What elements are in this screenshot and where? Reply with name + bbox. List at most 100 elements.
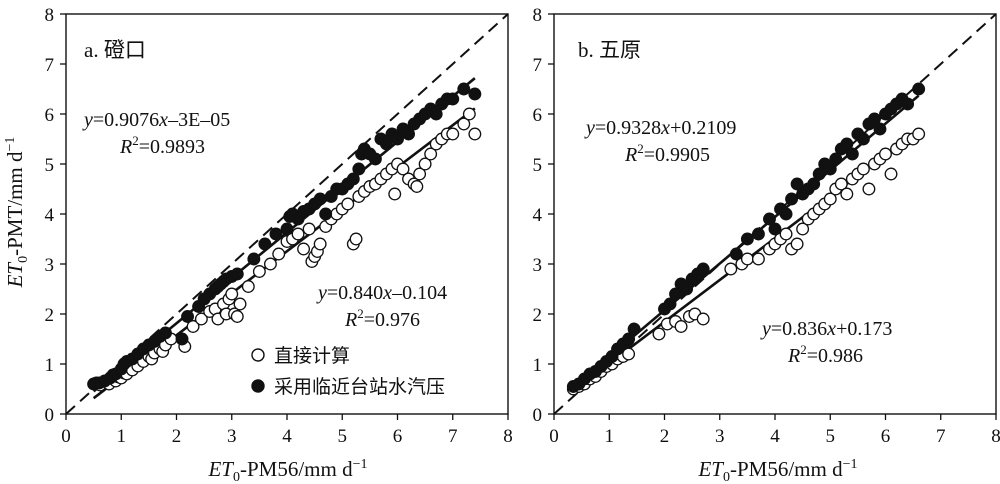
panel-b-points bbox=[566, 82, 926, 396]
panel-a-point-open-circle bbox=[410, 180, 424, 193]
legend-label-filled: 采用临近台站水汽压 bbox=[274, 376, 445, 398]
panel-b-frame bbox=[553, 13, 997, 415]
panel-a-point-filled-circle bbox=[313, 192, 327, 206]
panel-a-point-open-circle bbox=[230, 310, 244, 323]
panel-a-r2-open: R2=0.976 bbox=[344, 306, 420, 331]
panel-b-xtick-label-5: 5 bbox=[826, 426, 836, 447]
panel-a-xtick-label-5: 5 bbox=[338, 426, 348, 447]
panel-a: 0 1 2 3 4 5 6 7 8 0 1 2 3 4 5 6 7 8 a. 磴口 y=0.9076x–3E–05… bbox=[3, 5, 513, 484]
panel-b-point-filled-circle bbox=[622, 332, 636, 346]
panel-a-ytick-label-8: 8 bbox=[45, 5, 55, 26]
panel-a-point-open-circle bbox=[313, 237, 327, 251]
panel-b-r2-filled: R2=0.9905 bbox=[624, 141, 710, 166]
panel-b-point-open-circle bbox=[674, 320, 688, 333]
panel-b-point-open-circle bbox=[779, 227, 793, 241]
panel-b-point-filled-circle bbox=[790, 177, 804, 191]
panel-b-point-open-circle bbox=[724, 262, 738, 276]
panel-b: 0 1 2 3 4 5 6 7 8 0 1 2 3 4 5 6 7 8 b. 五原 y=0.9328x+0.210… bbox=[533, 5, 1000, 484]
panel-b-ticklabels: 0 1 2 3 4 5 6 7 8 0 1 2 3 4 5 6 7 8 bbox=[533, 5, 1000, 447]
panel-b-point-filled-circle bbox=[751, 227, 765, 241]
panel-b-label: b. 五原 bbox=[578, 38, 641, 62]
panel-b-point-filled-circle bbox=[829, 152, 843, 166]
panel-b-xtick-label-3: 3 bbox=[715, 426, 725, 447]
panel-a-point-open-circle bbox=[462, 107, 476, 121]
panel-b-point-open-circle bbox=[856, 162, 870, 176]
panel-a-xtick-label-3: 3 bbox=[227, 426, 237, 447]
panel-a-ytick-label-1: 1 bbox=[45, 355, 55, 376]
panel-b-point-filled-circle bbox=[740, 232, 754, 246]
panel-b-point-open-circle bbox=[751, 252, 765, 266]
panel-a-xtick-label-1: 1 bbox=[117, 426, 127, 447]
panel-b-point-filled-circle bbox=[856, 132, 870, 146]
panel-b-point-filled-circle bbox=[901, 97, 915, 111]
panel-a-ytick-label-3: 3 bbox=[45, 255, 55, 276]
panel-b-point-filled-circle bbox=[812, 167, 826, 181]
panel-a-ytick-label-7: 7 bbox=[45, 55, 55, 76]
panel-b-point-open-circle bbox=[740, 252, 754, 266]
panel-a-point-open-circle bbox=[302, 222, 316, 236]
panel-a-point-filled-circle bbox=[230, 267, 244, 281]
panel-a-ticks bbox=[60, 13, 509, 420]
panel-a-ytick-label-2: 2 bbox=[45, 305, 55, 326]
panel-b-point-filled-circle bbox=[873, 122, 887, 136]
panel-a-ticklabels: 0 1 2 3 4 5 6 7 8 0 1 2 3 4 5 6 7 8 bbox=[45, 5, 513, 447]
panel-b-ytick-label-1: 1 bbox=[533, 355, 543, 376]
panel-a-point-open-circle bbox=[186, 320, 200, 333]
panel-a-xtick-label-4: 4 bbox=[282, 426, 292, 447]
panel-a-point-open-circle bbox=[396, 162, 410, 176]
panel-a-point-open-circle bbox=[388, 187, 402, 201]
panel-b-point-filled-circle bbox=[807, 177, 821, 191]
panel-b-point-open-circle bbox=[790, 237, 804, 251]
panel-a-r2-filled: R2=0.9893 bbox=[119, 133, 205, 158]
panel-a-point-filled-circle bbox=[247, 252, 261, 266]
panel-b-point-filled-circle bbox=[768, 222, 782, 236]
panel-a-xtick-label-7: 7 bbox=[448, 426, 458, 447]
panel-a-point-filled-circle bbox=[181, 310, 195, 323]
panel-b-xtick-label-2: 2 bbox=[660, 426, 670, 447]
panel-b-point-open-circle bbox=[862, 182, 876, 196]
panel-b-ytick-label-7: 7 bbox=[533, 55, 543, 76]
panel-b-xtick-label-4: 4 bbox=[770, 426, 780, 447]
panel-a-point-open-circle bbox=[225, 287, 239, 301]
panel-b-point-filled-circle bbox=[840, 137, 854, 151]
panel-a-point-filled-circle bbox=[468, 87, 482, 101]
panel-a-point-open-circle bbox=[341, 197, 355, 211]
panel-a-equation-filled: y=0.9076x–3E–05 bbox=[82, 109, 230, 131]
panel-b-r2-open: R2=0.986 bbox=[787, 342, 863, 367]
panel-a-point-filled-circle bbox=[380, 137, 393, 151]
panel-b-point-open-circle bbox=[622, 347, 636, 361]
panel-b-point-filled-circle bbox=[785, 192, 799, 206]
panel-a-point-open-circle bbox=[457, 117, 471, 131]
panel-a-point-open-circle bbox=[241, 280, 255, 293]
panel-b-point-filled-circle bbox=[696, 262, 710, 276]
panel-b-point-filled-circle bbox=[627, 322, 641, 336]
panel-a-ylabel: ET0-PMT/mm d−1 bbox=[3, 137, 31, 289]
panel-b-point-filled-circle bbox=[823, 162, 837, 176]
legend-marker-open bbox=[251, 348, 265, 362]
legend: 直接计算 采用临近台站水汽压 bbox=[251, 345, 445, 398]
panel-a-ytick-label-5: 5 bbox=[45, 155, 55, 176]
panel-b-xtick-label-0: 0 bbox=[549, 426, 559, 447]
panel-a-point-filled-circle bbox=[402, 127, 416, 141]
panel-a-point-filled-circle bbox=[319, 207, 333, 221]
panel-b-xtick-label-6: 6 bbox=[881, 426, 891, 447]
panel-b-equation-filled: y=0.9328x+0.2109 bbox=[584, 117, 736, 139]
panel-a-point-filled-circle bbox=[457, 82, 471, 96]
panel-b-point-filled-circle bbox=[663, 297, 677, 311]
panel-a-point-filled-circle bbox=[158, 326, 172, 340]
panel-b-point-filled-circle bbox=[845, 147, 859, 161]
panel-b-point-filled-circle bbox=[868, 112, 881, 126]
panel-a-point-open-circle bbox=[446, 127, 460, 141]
panel-a-point-filled-circle bbox=[346, 172, 360, 186]
panel-a-point-filled-circle bbox=[258, 237, 272, 251]
panel-b-ytick-label-4: 4 bbox=[533, 205, 543, 226]
panel-a-point-filled-circle bbox=[352, 162, 366, 176]
panel-b-point-open-circle bbox=[879, 147, 892, 161]
panel-b-point-filled-circle bbox=[669, 287, 683, 301]
panel-a-point-open-circle bbox=[297, 242, 311, 256]
panel-a-point-open-circle bbox=[468, 127, 482, 141]
panel-a-point-filled-circle bbox=[446, 92, 460, 106]
panel-a-point-filled-circle bbox=[391, 132, 404, 146]
panel-b-point-filled-circle bbox=[680, 282, 694, 296]
